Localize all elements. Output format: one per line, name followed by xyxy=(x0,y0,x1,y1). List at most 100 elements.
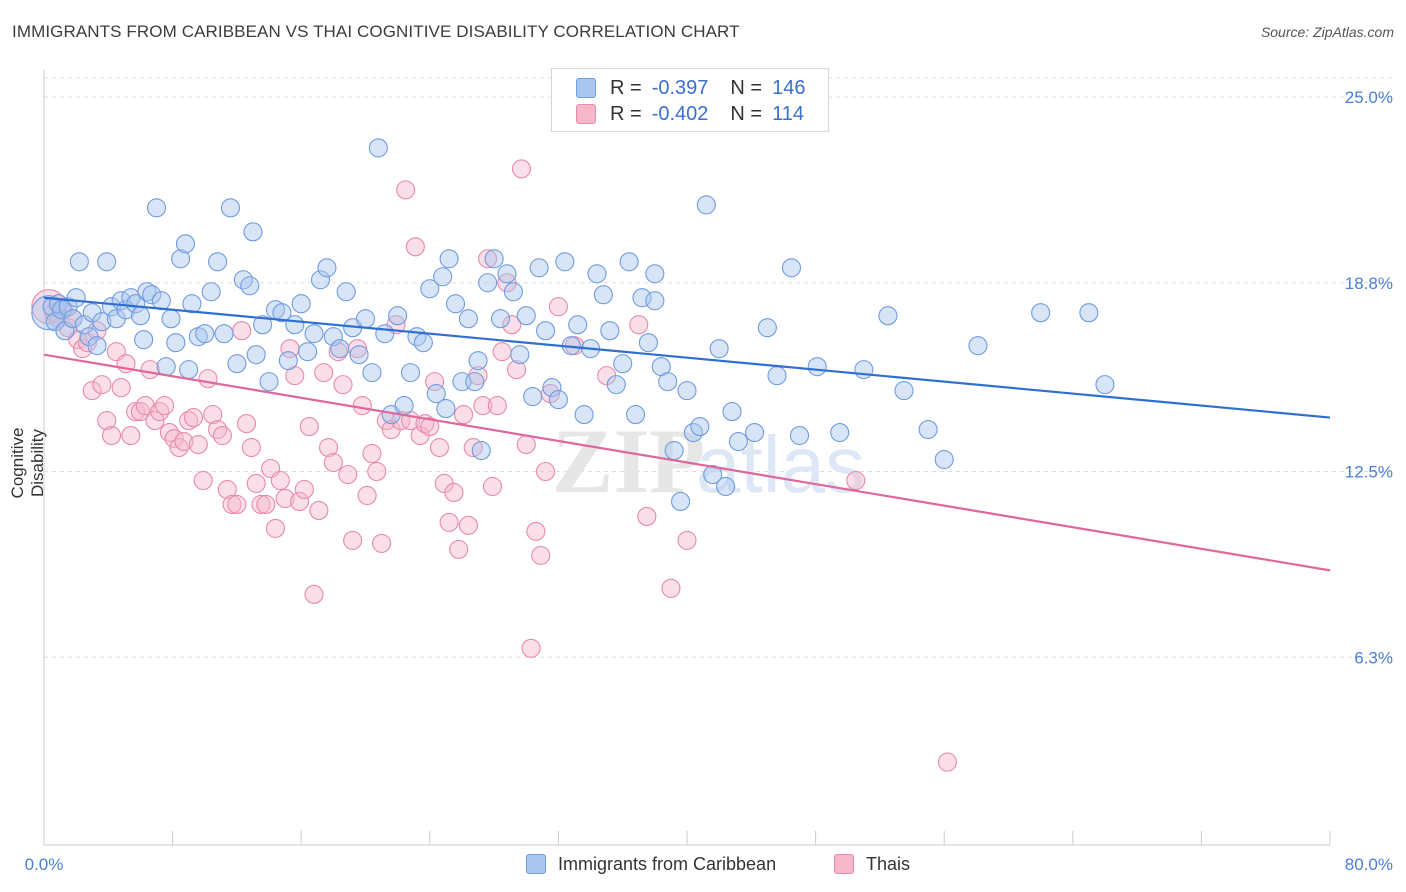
caribbean-point xyxy=(523,387,543,407)
caribbean-point xyxy=(918,420,938,440)
thais-point xyxy=(126,402,146,422)
caribbean-point xyxy=(503,282,523,302)
caribbean-point xyxy=(433,267,453,287)
source-label: Source: ZipAtlas.com xyxy=(1260,24,1394,40)
caribbean-point xyxy=(375,324,395,344)
thais-point xyxy=(246,473,266,494)
thais-point xyxy=(526,521,546,541)
thais-point xyxy=(203,405,223,425)
thais-point xyxy=(241,437,261,458)
caribbean-point xyxy=(142,285,162,305)
caribbean-point xyxy=(272,303,292,323)
caribbean-point xyxy=(445,294,466,314)
thais-point xyxy=(193,470,213,491)
caribbean-point xyxy=(130,306,150,326)
thais-point xyxy=(677,530,697,550)
thais-point xyxy=(222,494,242,515)
caribbean-point xyxy=(807,357,827,377)
caribbean-point xyxy=(349,345,369,365)
caribbean-point xyxy=(246,345,266,365)
caribbean-point xyxy=(781,258,802,278)
y-tick-label: 18.8% xyxy=(1345,274,1393,293)
thais-point xyxy=(535,461,556,482)
legend-item-thais[interactable]: Thais xyxy=(834,852,910,876)
n-label: N = xyxy=(730,76,763,99)
caribbean-point xyxy=(336,282,356,302)
thais-point xyxy=(111,378,131,398)
legend-label: Thais xyxy=(866,853,911,874)
caribbean-point xyxy=(394,396,414,416)
grid xyxy=(44,77,1395,658)
caribbean-point xyxy=(789,425,810,446)
caribbean-point xyxy=(716,476,736,497)
thais-point xyxy=(338,464,358,485)
r-value: -0.397 xyxy=(651,76,709,99)
caribbean-point xyxy=(568,315,588,335)
caribbean-point xyxy=(179,360,199,380)
thais-point xyxy=(314,363,334,383)
caribbean-point xyxy=(626,405,646,425)
caribbean-point xyxy=(968,336,988,356)
thais-point xyxy=(343,530,363,550)
thais-point xyxy=(217,479,237,500)
caribbean-point xyxy=(166,333,186,353)
thais-point xyxy=(352,396,372,416)
caribbean-point xyxy=(182,294,202,314)
caribbean-point xyxy=(171,249,191,269)
thais-point xyxy=(198,369,218,389)
caribbean-point xyxy=(497,264,517,284)
n-label: N = xyxy=(730,102,763,125)
caribbean-point xyxy=(664,440,684,461)
thais-point xyxy=(439,512,459,532)
thais-point xyxy=(458,515,478,535)
caribbean-point xyxy=(744,423,765,443)
caribbean-point xyxy=(195,324,215,344)
thais-point xyxy=(236,414,257,434)
tick-labels: 6.3% 12.5% 18.8% 25.0% 0.0% 80.0% xyxy=(25,88,1393,874)
thais-point xyxy=(135,396,155,416)
caribbean-point xyxy=(134,330,154,350)
caribbean-point xyxy=(259,372,279,392)
caribbean-point xyxy=(362,363,382,383)
caribbean-point xyxy=(593,285,613,305)
r-value: -0.402 xyxy=(651,102,709,125)
caribbean-point xyxy=(101,297,122,317)
caribbean-point xyxy=(208,252,228,272)
caribbean-point xyxy=(690,417,710,437)
caribbean-point xyxy=(1031,303,1051,323)
caribbean-point xyxy=(413,333,433,353)
x-tick-label: 80.0% xyxy=(1345,855,1393,874)
thais-point xyxy=(290,491,310,512)
thais-point xyxy=(473,396,493,416)
caribbean-point xyxy=(278,351,298,371)
thais-point xyxy=(140,360,160,380)
caribbean-point xyxy=(613,354,633,374)
caribbean-point xyxy=(619,252,639,272)
thais-point xyxy=(265,518,286,538)
chart-title: IMMIGRANTS FROM CARIBBEAN VS THAI COGNIT… xyxy=(12,22,740,41)
thais-point xyxy=(937,752,957,772)
caribbean-point xyxy=(638,333,658,353)
caribbean-point xyxy=(420,279,440,299)
thais-point xyxy=(333,375,353,395)
thais-point xyxy=(212,425,232,446)
thais-swatch xyxy=(834,854,854,874)
thais-point xyxy=(478,249,498,269)
thais-point xyxy=(425,372,445,392)
caribbean-point xyxy=(529,258,549,278)
r-label: R = xyxy=(610,102,642,125)
thais-point xyxy=(323,452,343,473)
caribbean-point xyxy=(355,309,376,329)
caribbean-point xyxy=(574,405,594,425)
caribbean-point xyxy=(671,491,691,512)
caribbean-point xyxy=(830,423,850,443)
caribbean-swatch xyxy=(526,854,546,874)
thais-point xyxy=(405,237,425,257)
thais-point xyxy=(367,461,387,482)
thais-point xyxy=(256,494,276,515)
legend-item-caribbean[interactable]: Immigrants from Caribbean xyxy=(526,852,776,876)
thais-point xyxy=(420,417,440,437)
caribbean-point xyxy=(214,324,234,344)
thais-point xyxy=(372,533,392,553)
